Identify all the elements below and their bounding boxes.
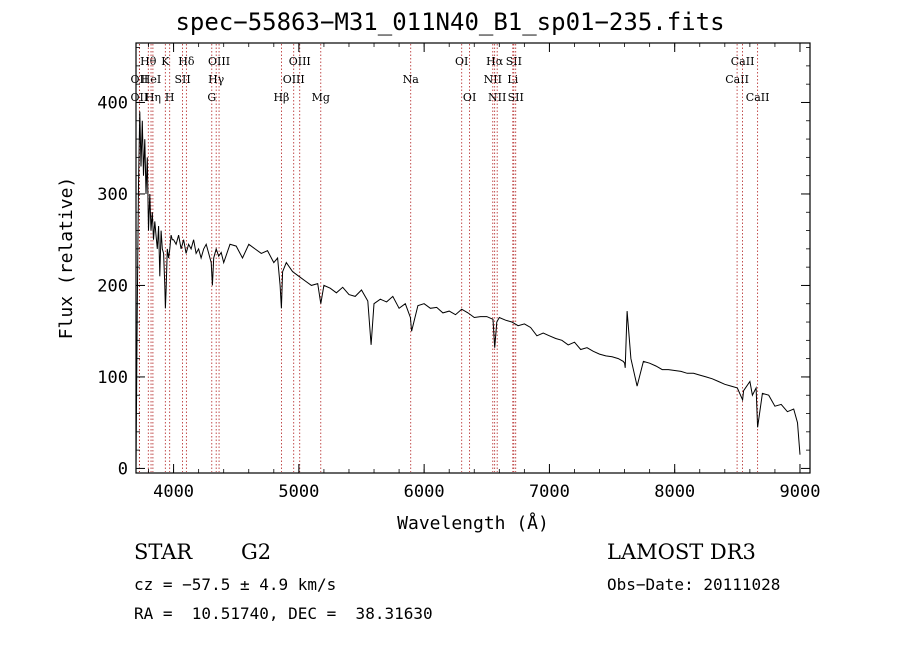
plot-area: OIIOIIHθHeIHηKHSIIHδHγGOIIIHβOIIIOIIIMgN…	[56, 42, 821, 534]
line-label: SII	[174, 73, 190, 86]
ra-dec: RA = 10.51740, DEC = 38.31630	[134, 604, 433, 623]
line-label: OIII	[208, 55, 230, 68]
line-label: Hδ	[178, 55, 195, 68]
y-tick-label: 100	[97, 368, 128, 388]
line-label: HeI	[141, 73, 161, 86]
spectrum-line	[135, 111, 801, 469]
line-label: Hη	[145, 91, 161, 104]
line-label: SII	[508, 91, 524, 104]
y-axis-label: Flux (relative)	[56, 177, 77, 340]
line-label: H	[165, 91, 175, 104]
chart-title: spec−55863−M31_011N40_B1_sp01−235.fits	[175, 8, 725, 36]
line-label: CaII	[725, 73, 749, 86]
line-label: Mg	[312, 91, 330, 104]
x-tick-label: 6000	[404, 482, 445, 502]
x-tick-label: 5000	[278, 482, 319, 502]
y-tick-label: 200	[97, 276, 128, 296]
y-tick-label: 0	[118, 459, 128, 479]
line-label: Hθ	[140, 55, 157, 68]
line-label: OIII	[289, 55, 311, 68]
line-label: K	[161, 55, 170, 68]
obs-date: Obs−Date: 20111028	[607, 575, 781, 594]
x-tick-label: 7000	[529, 482, 570, 502]
line-label: NII	[488, 91, 506, 104]
line-label: OIII	[283, 73, 305, 86]
line-label: Na	[403, 73, 420, 86]
x-tick-label: 8000	[654, 482, 695, 502]
line-label: Hγ	[208, 73, 225, 86]
object-class: STAR	[134, 540, 193, 564]
line-label: Hα	[486, 55, 504, 68]
line-label: OI	[455, 55, 468, 68]
redshift-cz: cz = −57.5 ± 4.9 km/s	[134, 575, 337, 594]
y-tick-label: 300	[97, 185, 128, 205]
line-label: CaII	[746, 91, 770, 104]
line-label: SII	[506, 55, 522, 68]
survey-name: LAMOST DR3	[607, 540, 756, 564]
line-label: G	[207, 91, 216, 104]
line-label: Hβ	[273, 91, 289, 104]
y-tick-label: 400	[97, 93, 128, 113]
object-subclass: G2	[241, 540, 272, 564]
line-label: NII	[484, 73, 502, 86]
x-tick-label: 4000	[153, 482, 194, 502]
line-label: OII	[131, 91, 149, 104]
line-label: OI	[463, 91, 476, 104]
line-label: Li	[507, 73, 518, 86]
plot-frame	[135, 42, 811, 474]
x-tick-label: 9000	[780, 482, 821, 502]
line-label: CaII	[731, 55, 755, 68]
x-axis-label: Wavelength (Å)	[397, 512, 549, 534]
